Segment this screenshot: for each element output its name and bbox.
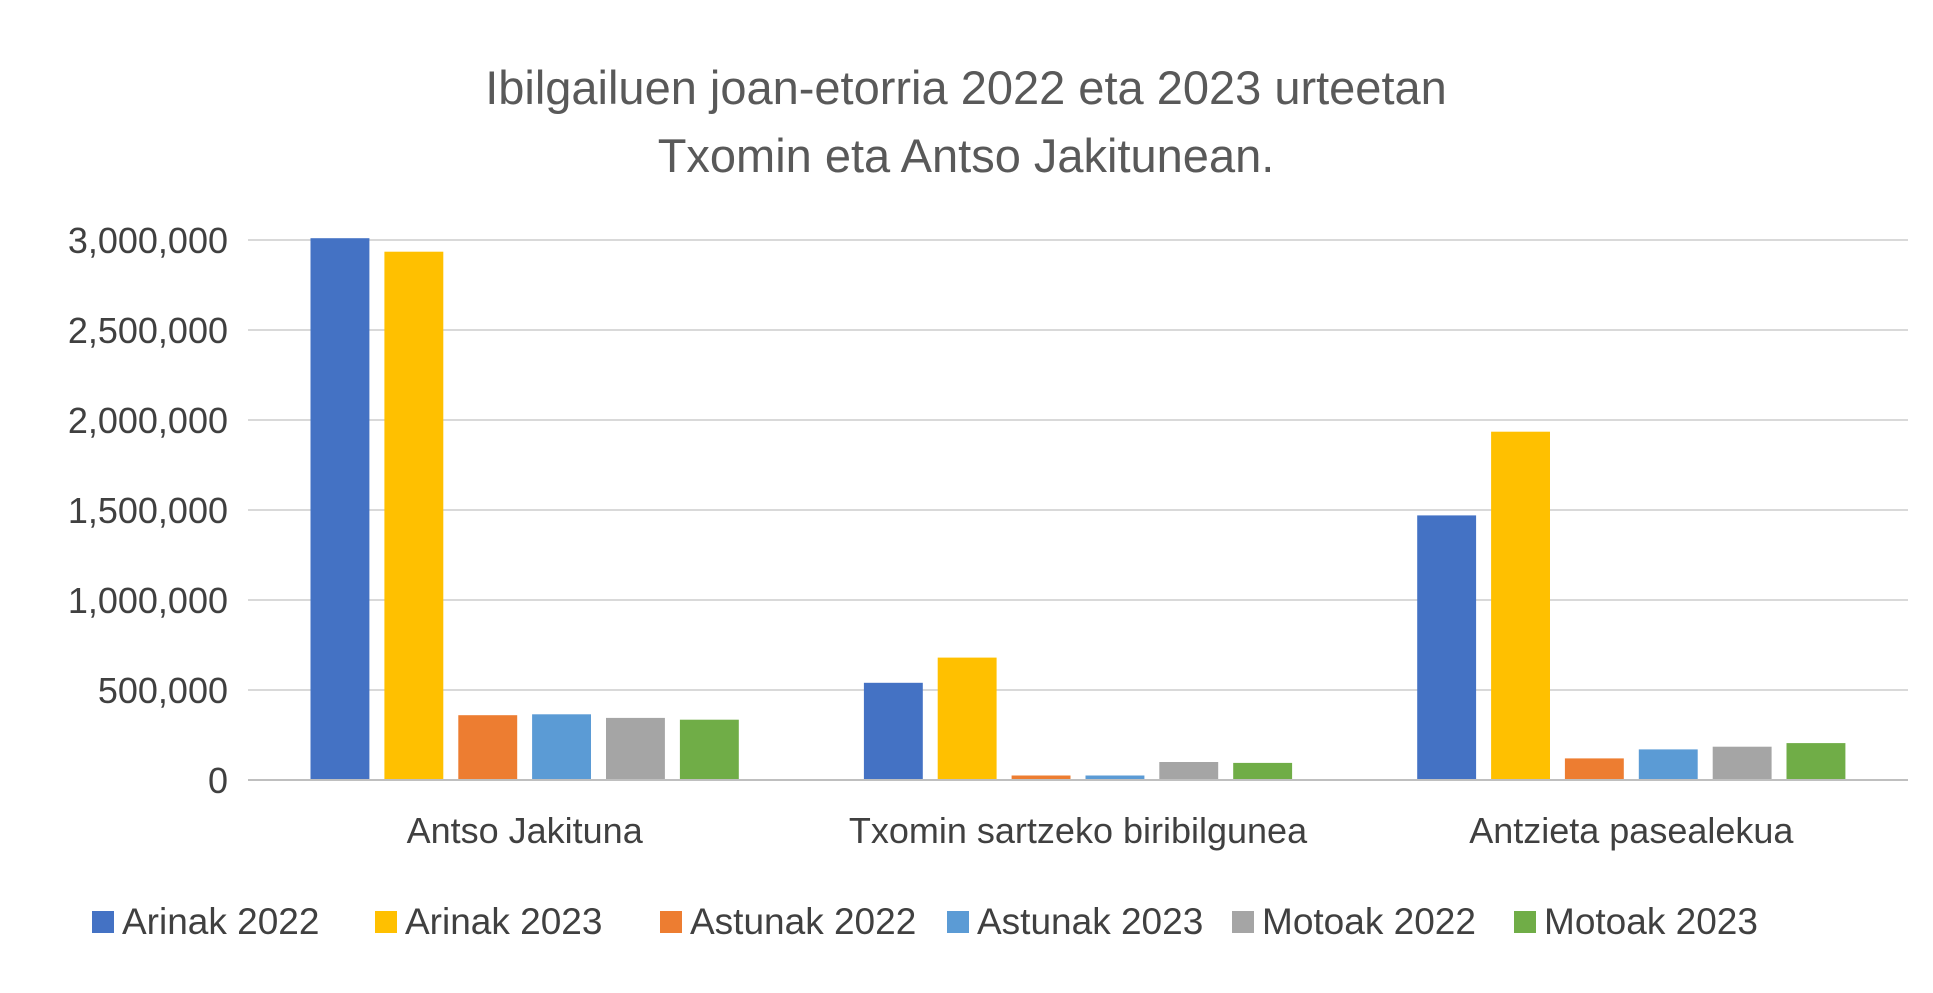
legend-item: Arinak 2022: [92, 901, 319, 942]
legend-swatch: [375, 911, 397, 933]
y-tick-label: 2,500,000: [68, 310, 228, 351]
chart-title-line-2: Txomin eta Antso Jakitunean.: [658, 129, 1275, 182]
bar: [532, 714, 591, 780]
bar: [384, 251, 444, 780]
bar: [1417, 515, 1477, 780]
bar: [606, 717, 665, 780]
bar: [1011, 775, 1071, 780]
bar: [1712, 746, 1772, 780]
bar: [1786, 743, 1846, 780]
y-tick-label: 3,000,000: [68, 220, 228, 261]
legend-swatch: [92, 911, 114, 933]
bar: [863, 682, 923, 780]
y-tick-label: 1,000,000: [68, 580, 228, 621]
y-axis-tick-labels: 0 500,000 1,000,000 1,500,000 2,000,000 2,500…: [68, 220, 228, 801]
legend-label: Arinak 2022: [122, 901, 319, 942]
legend-swatch: [947, 911, 969, 933]
legend-item: Motoak 2022: [1232, 901, 1476, 942]
legend-label: Motoak 2023: [1544, 901, 1758, 942]
legend-swatch: [660, 911, 682, 933]
bar: [310, 238, 370, 780]
y-tick-label: 0: [208, 760, 228, 801]
bar: [1233, 762, 1293, 780]
y-tick-label: 500,000: [98, 670, 228, 711]
chart-title: Ibilgailuen joan-etorria 2022 eta 2023 u…: [485, 61, 1447, 182]
category-label: Antso Jakituna: [407, 810, 644, 851]
bar: [679, 719, 739, 780]
legend: Arinak 2022 Arinak 2023 Astunak 2022 Astuna…: [92, 901, 1758, 942]
legend-label: Astunak 2023: [977, 901, 1203, 942]
legend-label: Astunak 2022: [690, 901, 916, 942]
legend-label: Arinak 2023: [405, 901, 602, 942]
legend-swatch: [1232, 911, 1254, 933]
category-label: Txomin sartzeko biribilgunea: [849, 810, 1308, 851]
bar: [1085, 775, 1145, 780]
legend-item: Astunak 2022: [660, 901, 916, 942]
bar: [1564, 758, 1624, 780]
legend-swatch: [1514, 911, 1536, 933]
bar: [1638, 749, 1698, 780]
bar: [937, 657, 997, 780]
bars: [310, 238, 1846, 780]
bar: [458, 715, 518, 780]
legend-label: Motoak 2022: [1262, 901, 1476, 942]
chart-title-line-1: Ibilgailuen joan-etorria 2022 eta 2023 u…: [485, 61, 1447, 114]
legend-item: Arinak 2023: [375, 901, 602, 942]
legend-item: Astunak 2023: [947, 901, 1203, 942]
y-tick-label: 1,500,000: [68, 490, 228, 531]
bar: [1159, 762, 1219, 780]
category-label: Antzieta pasealekua: [1469, 810, 1794, 851]
y-tick-label: 2,000,000: [68, 400, 228, 441]
x-axis-category-labels: Antso Jakituna Txomin sartzeko biribilgun…: [407, 810, 1795, 851]
bar: [1491, 431, 1550, 780]
gridlines: [248, 239, 1908, 691]
legend-item: Motoak 2023: [1514, 901, 1758, 942]
